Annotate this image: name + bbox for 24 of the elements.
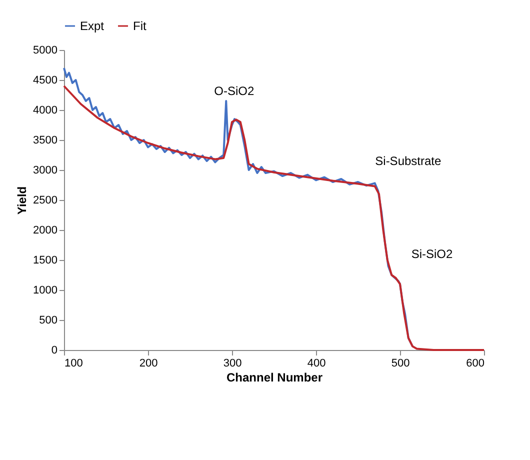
x-tick-label: 300	[223, 358, 242, 370]
y-tick-label: 2500	[33, 194, 58, 206]
y-tick-label: 4000	[33, 104, 58, 116]
annotation: Si-Substrate	[375, 154, 442, 168]
x-tick-label: 600	[466, 358, 484, 370]
y-tick-label: 2000	[33, 224, 58, 236]
y-tick-label: 1500	[33, 254, 58, 266]
x-tick-label: 200	[139, 358, 158, 370]
y-tick-label: 500	[39, 314, 58, 326]
legend-label: Fit	[133, 19, 147, 33]
y-tick-label: 4500	[33, 74, 58, 86]
y-axis-title: Yield	[15, 186, 30, 215]
y-tick-label: 3000	[33, 164, 58, 176]
y-tick-label: 3500	[33, 134, 58, 146]
y-tick-label: 1000	[33, 284, 58, 296]
y-tick-label: 5000	[33, 44, 58, 56]
x-tick-label: 400	[307, 358, 326, 370]
annotation: O-SiO2	[214, 84, 254, 98]
x-tick-label: 500	[391, 358, 410, 370]
annotation: Si-SiO2	[411, 247, 453, 261]
legend-label: Expt	[80, 19, 105, 33]
x-axis-title: Channel Number	[226, 370, 323, 384]
x-tick-label: 100	[64, 358, 83, 370]
y-tick-label: 0	[51, 344, 58, 356]
